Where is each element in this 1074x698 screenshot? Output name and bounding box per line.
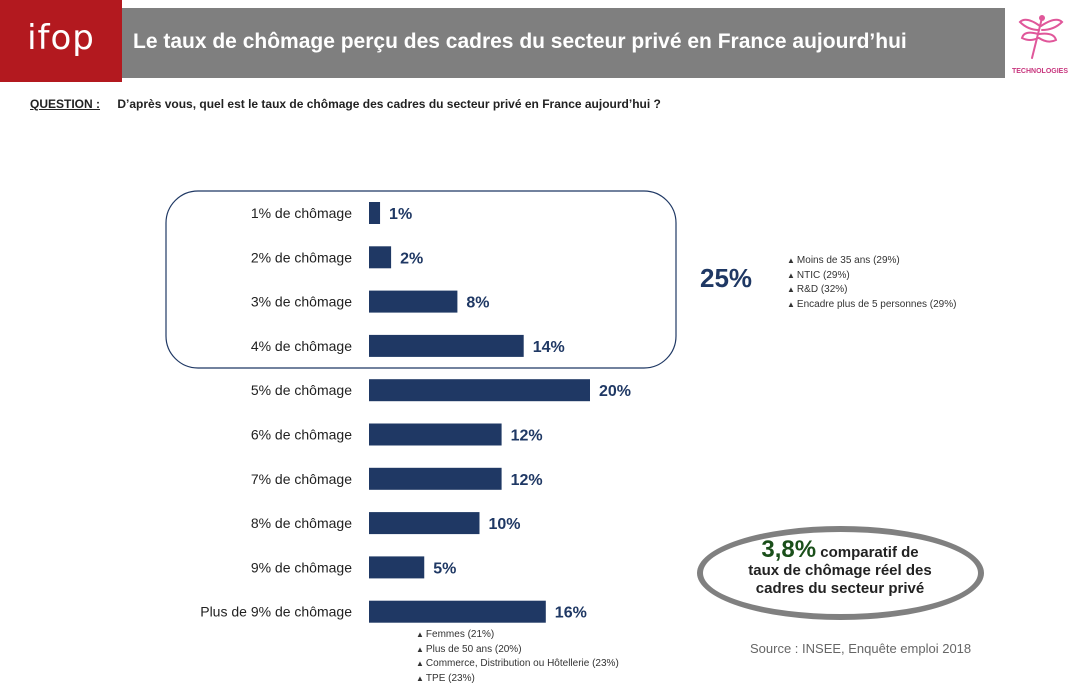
bar: [369, 512, 480, 535]
note-item: Moins de 35 ans (29%): [787, 254, 956, 269]
category-label: 7% de chômage: [251, 471, 352, 487]
header-bar: [0, 8, 1005, 78]
value-label: 10%: [489, 516, 521, 533]
comparison-line1: comparatif de: [820, 544, 919, 561]
group-notes: Moins de 35 ans (29%) NTIC (29%) R&D (32…: [787, 254, 957, 313]
bar: [369, 556, 425, 579]
bar: [369, 379, 590, 402]
bar: [369, 202, 381, 224]
dragonfly-icon: [1018, 15, 1064, 59]
brand-label: TECHNOLOGIES: [1011, 68, 1068, 75]
bar: [369, 290, 458, 313]
value-label: 20%: [599, 383, 631, 400]
question: QUESTION : D’après vous, quel est le tau…: [30, 97, 661, 111]
category-label: 8% de chômage: [251, 515, 352, 531]
category-label: 1% de chômage: [251, 205, 352, 221]
bar: [369, 467, 502, 490]
value-label: 12%: [511, 428, 543, 445]
source-note: Source : INSEE, Enquête emploi 2018: [750, 641, 972, 656]
category-label: 6% de chômage: [251, 427, 352, 443]
comparison-text: 3,8% comparatif de taux de chômage réel …: [700, 538, 980, 598]
question-text: D’après vous, quel est le taux de chômag…: [117, 97, 661, 111]
comparison-line3: cadres du secteur privé: [755, 580, 925, 597]
category-label: 2% de chômage: [251, 249, 352, 265]
page-title: Le taux de chômage perçu des cadres du s…: [133, 30, 907, 53]
group-highlight-box: [165, 190, 677, 369]
logo-text: ifop: [27, 18, 95, 58]
bar: [369, 334, 524, 357]
note-item: Plus de 50 ans (20%): [416, 643, 619, 658]
note-item: Commerce, Distribution ou Hôtellerie (23…: [416, 657, 619, 672]
category-label: 5% de chômage: [251, 382, 352, 398]
bottom-notes: Femmes (21%) Plus de 50 ans (20%) Commer…: [416, 628, 619, 686]
category-label: 4% de chômage: [251, 338, 352, 354]
group-total-label: 25%: [700, 263, 753, 293]
value-label: 2%: [400, 250, 423, 267]
bar: [369, 600, 546, 623]
value-label: 16%: [555, 605, 587, 622]
comparison-line2: taux de chômage réel des: [748, 562, 932, 579]
note-item: R&D (32%): [787, 283, 956, 298]
value-label: 12%: [511, 472, 543, 489]
comparison-value: 3,8%: [761, 536, 817, 563]
brand-logo: TECHNOLOGIES: [1008, 8, 1072, 78]
ifop-logo: ifop: [0, 0, 122, 82]
note-item: Encadre plus de 5 personnes (29%): [787, 298, 957, 313]
bar: [369, 246, 392, 269]
note-item: TPE (23%): [416, 672, 619, 687]
value-label: 1%: [389, 206, 412, 223]
value-label: 5%: [433, 560, 456, 577]
note-item: NTIC (29%): [787, 269, 956, 284]
value-label: 8%: [466, 295, 489, 312]
bar: [369, 423, 502, 446]
category-label: 3% de chômage: [251, 294, 352, 310]
question-label: QUESTION :: [30, 97, 101, 111]
category-label: 9% de chômage: [251, 559, 352, 575]
note-item: Femmes (21%): [416, 628, 619, 643]
category-label: Plus de 9% de chômage: [200, 604, 352, 620]
value-label: 14%: [533, 339, 565, 356]
comparison-ellipse: [697, 526, 984, 620]
